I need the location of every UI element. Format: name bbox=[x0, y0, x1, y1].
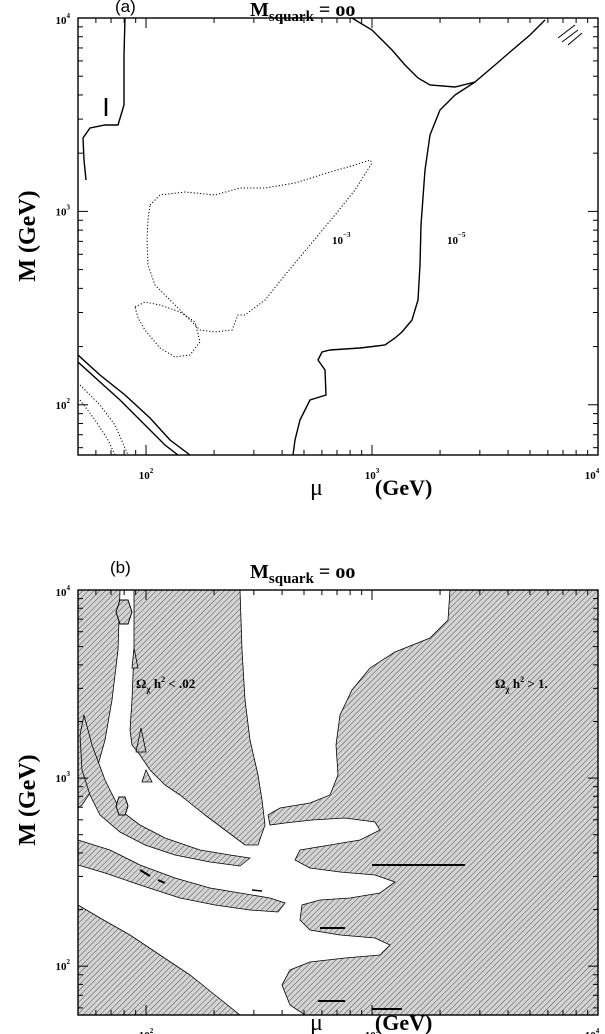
region-spike-1 bbox=[131, 647, 139, 669]
x-tick-label: 104 bbox=[585, 467, 600, 482]
region-dash-5 bbox=[139, 869, 151, 877]
region-dash-6 bbox=[157, 879, 166, 884]
panel-a-contours bbox=[78, 18, 583, 455]
contour-1e-5-lower-band bbox=[78, 354, 191, 455]
panel-b-title: Msquark = oo bbox=[250, 561, 355, 587]
contour-1e-5-main bbox=[292, 81, 476, 455]
panel-b-xlabel: μ (GeV) bbox=[310, 1010, 432, 1034]
panel-a-frame bbox=[77, 17, 599, 456]
region-label-high: Ωχ h2 > 1. bbox=[495, 675, 548, 694]
panel-b-ylabel: M (GeV) bbox=[15, 754, 41, 845]
panel-a-xlabel: μ (GeV) bbox=[310, 475, 432, 501]
x-tick-label: 103 bbox=[365, 1027, 380, 1034]
region-label-low: Ωχ h2 < .02 bbox=[136, 675, 195, 694]
y-tick-label: 104 bbox=[56, 584, 71, 599]
panel-a-ylabel: M (GeV) bbox=[15, 190, 41, 281]
region-high-relic bbox=[267, 590, 598, 1015]
contour-1e-3-island bbox=[134, 301, 201, 358]
x-tick-label: 103 bbox=[365, 467, 380, 482]
contour-1e-5-upper bbox=[351, 18, 546, 88]
region-dash-7 bbox=[251, 889, 263, 892]
panel-b-ticks: 102 103 104 102 103 104 bbox=[56, 584, 600, 1034]
y-tick-label: 103 bbox=[56, 770, 71, 785]
region-hex-island bbox=[115, 796, 129, 816]
panel-a-label: (a) bbox=[115, 0, 136, 16]
contour-1e-3 bbox=[146, 159, 373, 333]
x-tick-label: 102 bbox=[139, 467, 154, 482]
contour-label-1e-5: 10−5 bbox=[447, 231, 466, 247]
contour-1e-5-left bbox=[82, 18, 126, 181]
y-tick-label: 102 bbox=[56, 397, 71, 412]
region-hex-island-2 bbox=[115, 599, 133, 625]
y-tick-label: 104 bbox=[56, 12, 71, 27]
region-low-relic-channel bbox=[129, 590, 266, 846]
y-tick-label: 103 bbox=[56, 203, 71, 218]
panel-b-regions bbox=[78, 590, 598, 1015]
y-tick-label: 102 bbox=[56, 958, 71, 973]
panel-b: (b) Msquark = oo 102 bbox=[15, 558, 600, 1034]
panel-b-frame bbox=[77, 589, 599, 1016]
region-spike-2 bbox=[135, 727, 147, 753]
panel-b-label: (b) bbox=[110, 558, 131, 577]
contour-1e-3-lower bbox=[79, 384, 129, 455]
region-band-lower bbox=[78, 904, 241, 1015]
region-spike-3 bbox=[141, 768, 153, 783]
region-band-middle bbox=[78, 839, 286, 913]
contour-1e-5-lower-band-2 bbox=[78, 361, 179, 455]
contour-1e-3-lower-2 bbox=[79, 399, 116, 455]
panel-a: (a) Msquark = oo 102 103 104 102 103 104 10−3… bbox=[15, 0, 600, 501]
contour-label-1e-3: 10−3 bbox=[332, 231, 351, 247]
x-tick-label: 104 bbox=[585, 1027, 600, 1034]
x-tick-label: 102 bbox=[139, 1027, 154, 1034]
panel-a-title: Msquark = oo bbox=[250, 0, 355, 25]
contour-1e-5-corner bbox=[557, 24, 583, 46]
panel-a-ticks: 102 103 104 102 103 104 bbox=[56, 12, 600, 482]
